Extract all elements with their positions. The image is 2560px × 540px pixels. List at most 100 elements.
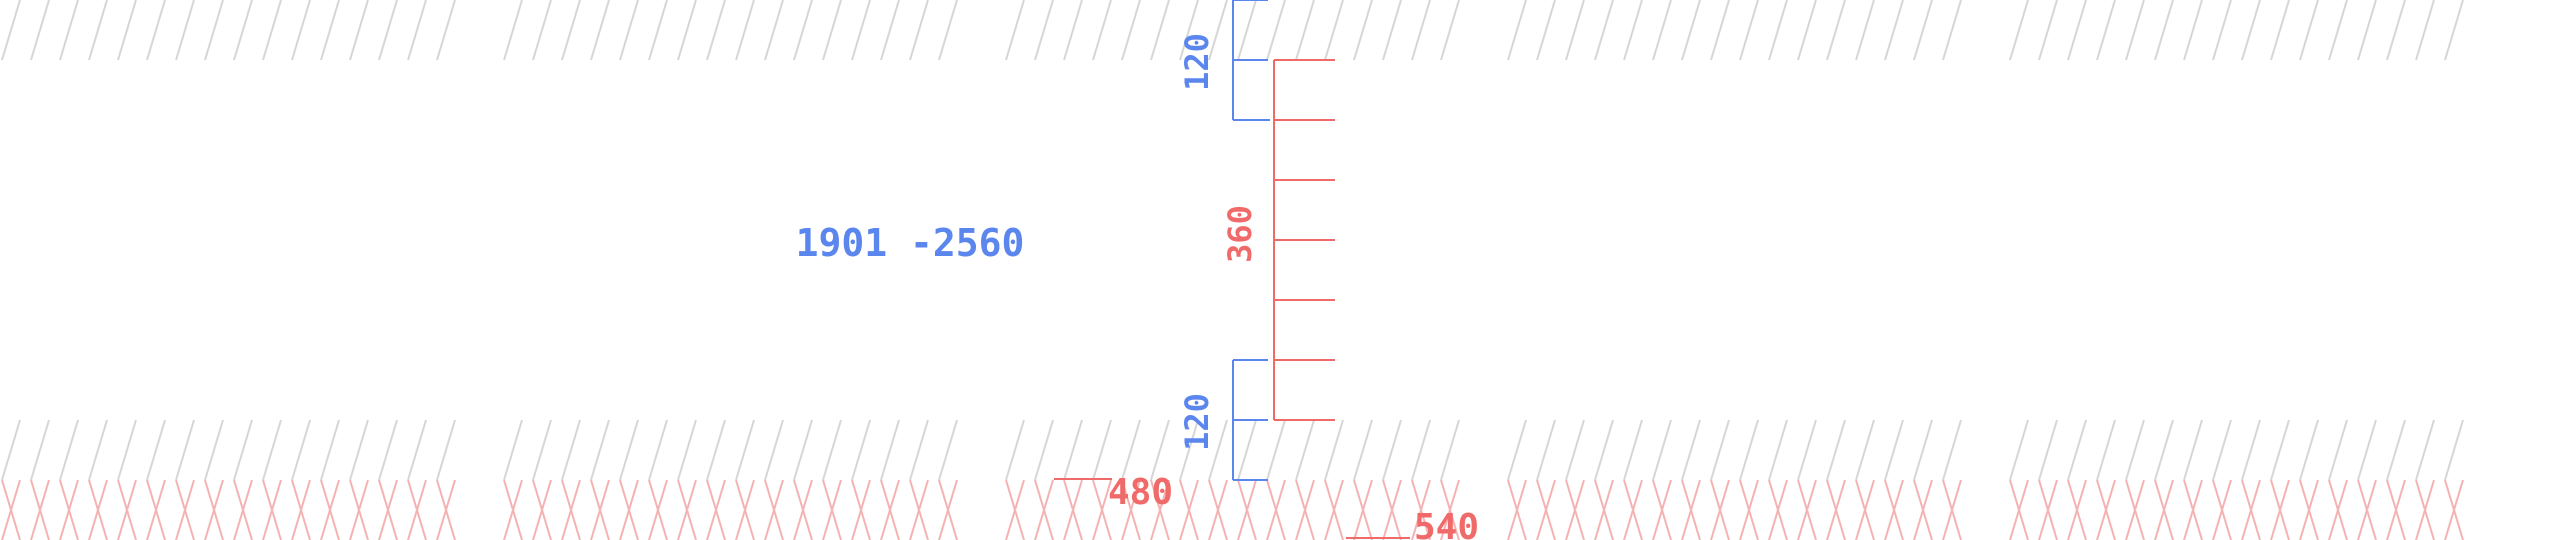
range-label: 1901 -2560 bbox=[796, 221, 1025, 265]
dimension-markers bbox=[1054, 0, 1410, 539]
hatch-stroke bbox=[1121, 419, 1141, 481]
crosshatch-stroke bbox=[2415, 479, 2435, 540]
hatch-stroke bbox=[532, 0, 552, 61]
crosshatch-stroke bbox=[793, 479, 813, 540]
hatch-stroke bbox=[619, 419, 639, 481]
crosshatch-stroke bbox=[2270, 479, 2290, 540]
hatch-stroke bbox=[2299, 419, 2319, 481]
hatch-stroke bbox=[735, 0, 755, 61]
hatch-stroke bbox=[30, 419, 50, 481]
hatch-stroke bbox=[146, 0, 166, 61]
crosshatch-stroke bbox=[1652, 479, 1672, 540]
crosshatch-stroke bbox=[1565, 479, 1585, 540]
hatch-stroke bbox=[2241, 0, 2261, 61]
crosshatch-stroke bbox=[764, 479, 784, 540]
hatch-stroke bbox=[1005, 419, 1025, 481]
hatch-stroke bbox=[59, 0, 79, 61]
hatch-stroke bbox=[2067, 419, 2087, 481]
hatch-stroke bbox=[1565, 419, 1585, 481]
top-dimension-label: 120 bbox=[1178, 33, 1216, 91]
crosshatch-stroke bbox=[1150, 479, 1170, 540]
hatch-stroke bbox=[2125, 419, 2145, 481]
hatch-stroke bbox=[291, 419, 311, 481]
hatch-stroke bbox=[590, 419, 610, 481]
bottom-hatched-band bbox=[1, 419, 2464, 481]
hatch-stroke bbox=[378, 0, 398, 61]
hatch-stroke bbox=[590, 0, 610, 61]
crosshatch-stroke bbox=[619, 479, 639, 540]
hatch-stroke bbox=[1266, 419, 1286, 481]
crosshatch-stroke bbox=[291, 479, 311, 540]
hatch-stroke bbox=[2241, 419, 2261, 481]
hatch-stroke bbox=[880, 0, 900, 61]
hatch-stroke bbox=[1353, 419, 1373, 481]
crosshatch-stroke bbox=[1797, 479, 1817, 540]
hatch-stroke bbox=[1652, 419, 1672, 481]
center-dimension-label: 360 bbox=[1221, 205, 1259, 263]
hatch-stroke bbox=[1623, 419, 1643, 481]
hatch-stroke bbox=[1411, 0, 1431, 61]
hatch-stroke bbox=[1739, 419, 1759, 481]
hatch-stroke bbox=[2154, 0, 2174, 61]
hatch-stroke bbox=[822, 0, 842, 61]
hatch-stroke bbox=[1237, 419, 1257, 481]
hatch-stroke bbox=[677, 419, 697, 481]
hatch-stroke bbox=[407, 0, 427, 61]
crosshatch-stroke bbox=[146, 479, 166, 540]
hatch-stroke bbox=[204, 419, 224, 481]
hatch-stroke bbox=[938, 419, 958, 481]
crosshatch-stroke bbox=[677, 479, 697, 540]
hatch-stroke bbox=[938, 0, 958, 61]
hatch-stroke bbox=[1797, 419, 1817, 481]
hatch-stroke bbox=[1092, 0, 1112, 61]
hatch-stroke bbox=[1681, 0, 1701, 61]
hatch-stroke bbox=[764, 419, 784, 481]
crosshatch-stroke bbox=[1826, 479, 1846, 540]
hatch-stroke bbox=[2212, 419, 2232, 481]
hatch-stroke bbox=[117, 0, 137, 61]
hatch-stroke bbox=[2328, 0, 2348, 61]
crosshatch-stroke bbox=[320, 479, 340, 540]
hatch-stroke bbox=[1913, 0, 1933, 61]
crosshatch-stroke bbox=[561, 479, 581, 540]
hatch-stroke bbox=[262, 419, 282, 481]
crosshatched-overflow-band bbox=[1, 479, 2464, 540]
hatch-stroke bbox=[677, 0, 697, 61]
crosshatch-stroke bbox=[2125, 479, 2145, 540]
hatch-stroke bbox=[1855, 419, 1875, 481]
hatch-stroke bbox=[117, 419, 137, 481]
crosshatch-stroke bbox=[1710, 479, 1730, 540]
hatch-stroke bbox=[2038, 419, 2058, 481]
hatch-stroke bbox=[1266, 0, 1286, 61]
crosshatch-stroke bbox=[204, 479, 224, 540]
hatch-stroke bbox=[1826, 419, 1846, 481]
crosshatch-stroke bbox=[2154, 479, 2174, 540]
crosshatch-stroke bbox=[2183, 479, 2203, 540]
crosshatch-stroke bbox=[30, 479, 50, 540]
hatch-stroke bbox=[2096, 419, 2116, 481]
crosshatch-stroke bbox=[880, 479, 900, 540]
hatch-stroke bbox=[1034, 419, 1054, 481]
hatch-stroke bbox=[2328, 419, 2348, 481]
hatch-stroke bbox=[1797, 0, 1817, 61]
hatch-stroke bbox=[1063, 419, 1083, 481]
hatch-stroke bbox=[2270, 0, 2290, 61]
hatch-stroke bbox=[1092, 419, 1112, 481]
hatch-stroke bbox=[1536, 0, 1556, 61]
crosshatch-stroke bbox=[1942, 479, 1962, 540]
hatch-stroke bbox=[2183, 0, 2203, 61]
hatch-stroke bbox=[1382, 0, 1402, 61]
hatch-stroke bbox=[793, 419, 813, 481]
crosshatch-stroke bbox=[436, 479, 456, 540]
crosshatch-stroke bbox=[1884, 479, 1904, 540]
crosshatch-stroke bbox=[1034, 479, 1054, 540]
hatch-stroke bbox=[2415, 0, 2435, 61]
hatch-stroke bbox=[88, 419, 108, 481]
crosshatch-stroke bbox=[590, 479, 610, 540]
hatch-stroke bbox=[793, 0, 813, 61]
hatch-stroke bbox=[1594, 419, 1614, 481]
crosshatch-stroke bbox=[1, 479, 21, 540]
crosshatch-stroke bbox=[1179, 479, 1199, 540]
hatch-stroke bbox=[561, 0, 581, 61]
